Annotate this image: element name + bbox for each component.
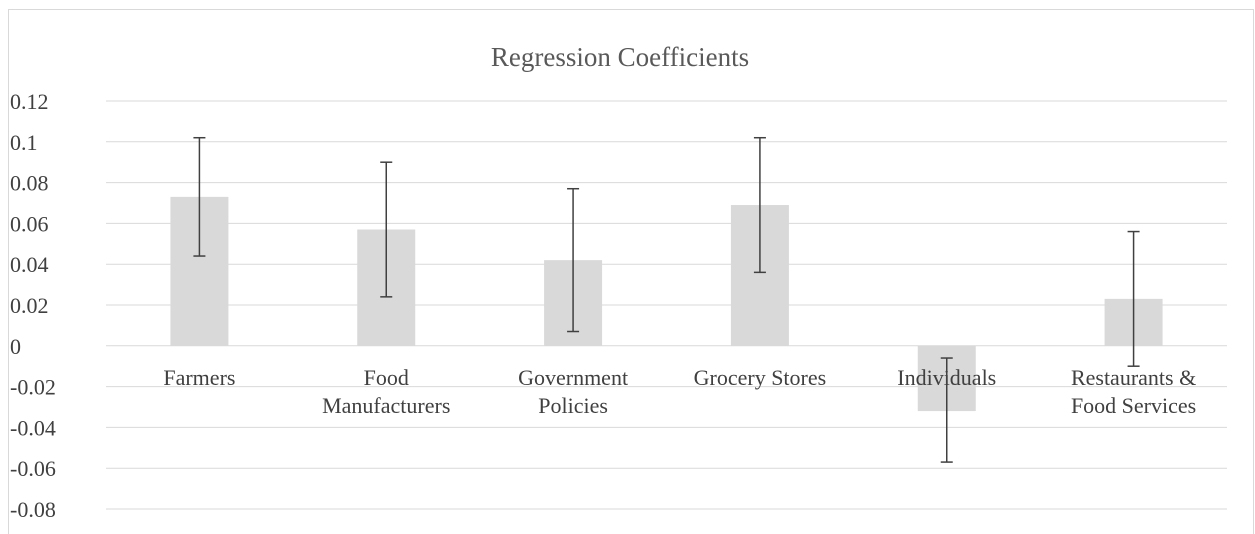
y-tick-label: -0.04 [10,415,56,440]
category-label: Food Manufacturers [322,365,450,418]
y-tick-label: -0.06 [10,456,56,481]
category-labels: Farmers Food Manufacturers Government Polici… [163,365,1196,418]
error-bar [380,161,393,298]
error-bar [1127,230,1140,367]
y-tick-label: 0.04 [10,252,49,277]
y-tick-label: 0.08 [10,171,49,196]
chart-title: Regression Coefficients [491,42,749,72]
error-bar [567,187,580,333]
y-axis-tick-labels: 0.12 0.1 0.08 0.06 0.04 0.02 0 -0.02 -0.04 -0.06 -… [10,89,56,522]
y-tick-label: 0.1 [10,130,38,155]
error-bars [193,136,1140,463]
gridlines [106,100,1227,510]
y-tick-label: -0.02 [10,375,56,400]
error-bar [753,136,766,274]
category-label: Individuals [897,365,996,390]
category-label: Government Policies [518,365,628,418]
category-label: Farmers [163,365,235,390]
y-tick-label: 0.02 [10,293,49,318]
y-tick-label: 0 [10,334,21,359]
y-tick-label: 0.06 [10,211,49,236]
bars [170,196,1163,412]
category-label: Restaurants & Food Services [1071,365,1196,418]
category-label: Grocery Stores [694,365,827,390]
y-tick-label: -0.08 [10,497,56,522]
error-bar [940,357,953,463]
error-bar [193,136,206,257]
y-tick-label: 0.12 [10,89,49,114]
